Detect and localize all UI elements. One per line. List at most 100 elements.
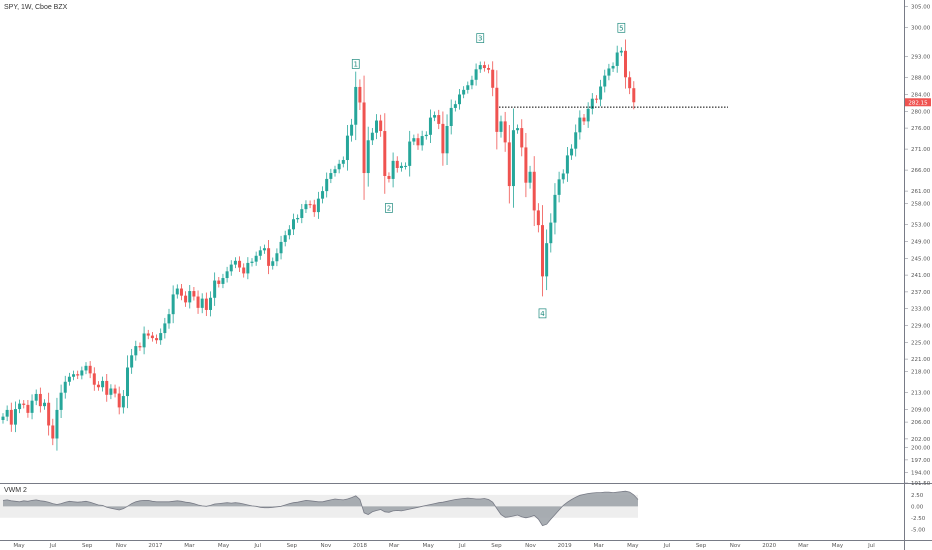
candle-body	[225, 271, 229, 279]
wave-label-4: 4	[540, 310, 545, 318]
wave-label-box[interactable]	[617, 22, 626, 33]
candle-body	[474, 69, 478, 80]
price-tick-label: 293.00	[911, 55, 931, 61]
price-tick-label: 197.00	[911, 458, 931, 464]
indicator-pane	[0, 484, 904, 540]
time-tick-label: Sep	[491, 543, 502, 549]
price-tick-label: 271.00	[911, 147, 931, 153]
candle-body	[341, 160, 345, 164]
price-tick-label: 258.00	[911, 202, 931, 208]
time-tick-label: 2020	[762, 543, 776, 549]
candle-body	[312, 204, 316, 213]
wave-label-box[interactable]	[385, 203, 393, 213]
candle-body	[325, 178, 329, 192]
candle-body	[628, 77, 632, 89]
candle-body	[34, 393, 38, 401]
candle-body	[545, 243, 549, 277]
indicator-axis[interactable]: 2.50 0.00 -2.50 -5.00	[911, 493, 926, 533]
candle-body	[109, 388, 113, 395]
time-tick-label: May	[627, 543, 639, 549]
time-tick-label: Nov	[116, 543, 127, 549]
price-tick-label: 200.00	[911, 445, 931, 451]
candle-body	[507, 142, 511, 187]
candle-body	[113, 388, 117, 394]
candle-body	[416, 138, 420, 146]
candle-body	[362, 102, 366, 174]
candle-body	[607, 68, 611, 76]
candle-body	[590, 98, 594, 109]
candle-body	[163, 323, 167, 334]
wave-label-5: 5	[619, 24, 623, 32]
candle-body	[619, 50, 623, 53]
candle-body	[246, 262, 250, 274]
candle-body	[138, 346, 142, 348]
candle-body	[333, 169, 337, 174]
price-tick-label: 206.00	[911, 420, 931, 426]
candle-body	[159, 333, 163, 341]
wave-label-box[interactable]	[538, 308, 547, 319]
candle-body	[96, 384, 100, 388]
candle-body	[511, 130, 515, 187]
time-tick-label: 2019	[558, 543, 572, 549]
price-tick-label: 276.00	[911, 126, 931, 132]
candle-body	[67, 376, 71, 382]
candle-body	[217, 280, 221, 284]
candle-body	[283, 235, 287, 242]
candle-body	[441, 123, 445, 154]
candle-body	[238, 260, 242, 268]
candle-body	[470, 79, 474, 86]
candle-body	[499, 121, 503, 132]
indicator-tick-label: 0.00	[911, 504, 924, 510]
candle-body	[582, 117, 586, 122]
price-tick-label: 229.00	[911, 324, 931, 330]
time-tick-label: Jul	[49, 543, 57, 549]
price-tick-label: 221.00	[911, 357, 931, 363]
candle-body	[76, 374, 80, 376]
time-axis[interactable]: May Jul Sep Nov 2017 Mar May Jul Sep Nov 2018 Mar Ma…	[13, 543, 875, 549]
candle-body	[561, 173, 565, 180]
indicator-tick-label: -2.50	[911, 516, 926, 522]
candle-body	[599, 86, 603, 100]
candle-body	[316, 198, 320, 213]
candle-body	[92, 373, 96, 385]
time-tick-label: May	[13, 543, 25, 549]
candle-body	[433, 115, 437, 118]
candle-body	[105, 380, 109, 395]
price-tick-label: 225.00	[911, 340, 931, 346]
candle-body	[437, 115, 441, 124]
candle-body	[146, 333, 150, 336]
candle-body	[188, 291, 192, 303]
candle-body	[586, 108, 590, 122]
candle-body	[258, 250, 262, 256]
time-tick-label: May	[423, 543, 435, 549]
candle-body	[88, 365, 92, 374]
candle-body	[9, 409, 13, 425]
candle-body	[553, 194, 557, 223]
candle-body	[570, 148, 574, 156]
candle-body	[624, 50, 627, 78]
candle-body	[487, 68, 491, 70]
time-tick-label: Jul	[663, 543, 671, 549]
candle-body	[428, 117, 432, 135]
candle-body	[495, 87, 499, 132]
candle-body	[51, 425, 55, 439]
candle-body	[565, 155, 569, 174]
candle-body	[404, 165, 408, 167]
wave-label-box[interactable]	[351, 59, 360, 69]
candle-body	[1, 416, 5, 420]
candle-body	[271, 261, 275, 266]
price-tick-label: 213.00	[911, 391, 931, 397]
price-pane: 1 2 3 4 5	[1, 22, 728, 451]
candle-body	[300, 209, 304, 218]
candle-body	[541, 225, 544, 277]
candle-body	[321, 191, 325, 199]
candle-body	[184, 295, 188, 303]
candle-body	[395, 160, 399, 168]
candle-body	[304, 204, 308, 210]
candle-body	[532, 171, 536, 211]
wave-label-box[interactable]	[476, 33, 485, 43]
candle-body	[478, 65, 482, 70]
candle-body	[366, 140, 370, 174]
candle-body	[557, 179, 561, 195]
price-axis[interactable]: 305.00 300.00 293.00 288.00 284.00 280.00 276.…	[904, 4, 931, 487]
